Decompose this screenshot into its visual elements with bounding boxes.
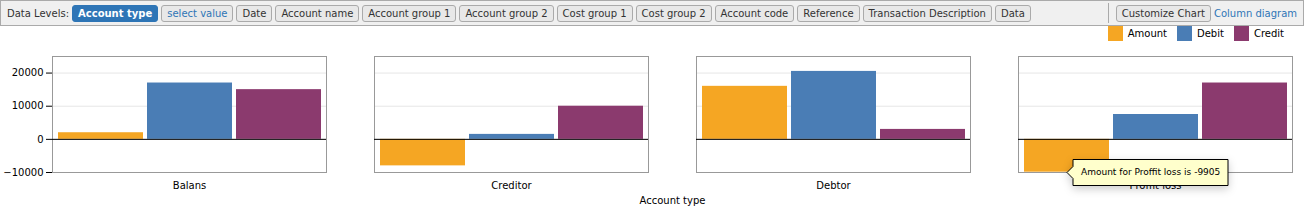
html-text:Account group 2: Account group 2	[465, 7, 548, 19]
svg-text:Creditor: Creditor	[491, 180, 532, 191]
html-text:Account type: Account type	[78, 7, 153, 19]
svg-text:−10000: −10000	[3, 167, 43, 178]
html-text:Credit: Credit	[1253, 28, 1284, 39]
html-text:Account name: Account name	[281, 7, 354, 19]
svg-text:0: 0	[37, 134, 43, 145]
html-text:Transaction Description: Transaction Description	[868, 7, 986, 19]
html-text:Cost group 2: Cost group 2	[641, 7, 706, 19]
svg-text:Debtor: Debtor	[816, 180, 851, 191]
html-text:Date: Date	[242, 7, 267, 19]
html-text:Amount: Amount	[1127, 28, 1167, 39]
svg-text:​Amount for Proffit loss is -9: ​Amount for Proffit loss is -9905	[1081, 167, 1220, 177]
html-text:Cost group 1: Cost group 1	[562, 7, 627, 19]
html-text:Data Levels:: Data Levels:	[7, 7, 69, 19]
html-text:Column diagram: Column diagram	[1213, 7, 1297, 19]
svg-text:Account type: Account type	[640, 195, 706, 206]
svg-text:Balans: Balans	[173, 180, 206, 191]
svg-text:20000: 20000	[12, 67, 44, 78]
html-text:Debit: Debit	[1197, 28, 1224, 39]
html-text:Customize Chart: Customize Chart	[1121, 7, 1205, 19]
html-text:Account code: Account code	[720, 7, 789, 19]
html-text:Account group 1: Account group 1	[368, 7, 451, 19]
html-text:Data: Data	[1001, 7, 1025, 19]
html-text:select value: select value	[167, 7, 228, 19]
svg-text:10000: 10000	[12, 100, 44, 111]
html-text:Reference: Reference	[803, 7, 854, 19]
